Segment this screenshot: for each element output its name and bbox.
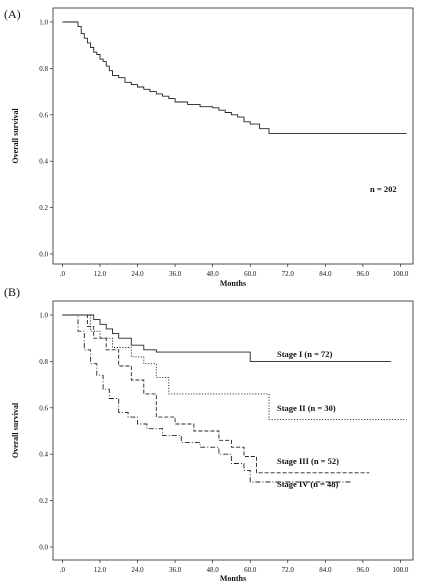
y-tick-label: 1.0 — [39, 312, 48, 320]
x-tick-label: 96.0 — [357, 270, 370, 278]
x-tick-label: .0 — [60, 270, 66, 278]
survival-curve — [62, 314, 370, 474]
y-tick-label: 0.6 — [39, 404, 48, 412]
x-tick-label: 12.0 — [94, 566, 107, 574]
y-tick-label: 0.2 — [39, 204, 48, 212]
x-tick-label: 72.0 — [282, 566, 295, 574]
series-label: Stage IV (n = 48) — [277, 479, 339, 489]
x-tick-label: 24.0 — [131, 566, 144, 574]
y-tick-label: 0.8 — [39, 358, 48, 366]
x-tick-label: 96.0 — [357, 566, 370, 574]
x-tick-label: 84.0 — [319, 566, 332, 574]
x-axis-label: Months — [220, 279, 246, 288]
panel-b: (B) 0.0 0.2 0.4 0.6 0.8 1.0 .0 12.0 24.0 36.0 48.0 6… — [4, 285, 414, 583]
y-tick-label: 1.0 — [39, 19, 48, 27]
series-label: Stage III (n = 52) — [277, 456, 339, 466]
y-axis-label: Overall survival — [11, 108, 20, 164]
panel-label: (A) — [4, 7, 21, 21]
x-tick-label: .0 — [60, 566, 66, 574]
x-tick-label: 108.0 — [393, 566, 409, 574]
x-tick-label: 108.0 — [393, 270, 409, 278]
survival-curve — [62, 314, 351, 483]
y-tick-label: 0.4 — [39, 158, 48, 166]
y-tick-label: 0.0 — [39, 251, 48, 259]
x-tick-label: 36.0 — [169, 270, 182, 278]
x-tick-label: 24.0 — [131, 270, 144, 278]
plot-frame — [52, 7, 414, 265]
series-label: Stage II (n = 30) — [277, 403, 336, 413]
x-tick-label: 12.0 — [94, 270, 107, 278]
panel-a: (A) 0.0 0.2 0.4 0.6 0.8 1.0 .0 12.0 24.0 36.0 48.0 6… — [4, 7, 414, 288]
survival-curve — [62, 21, 407, 134]
x-tick-label: 84.0 — [319, 270, 332, 278]
x-tick-label: 48.0 — [207, 270, 220, 278]
y-tick-label: 0.0 — [39, 544, 48, 552]
x-tick-label: 72.0 — [282, 270, 295, 278]
survival-curve — [62, 314, 392, 362]
x-tick-label: 48.0 — [207, 566, 220, 574]
x-tick-label: 60.0 — [244, 566, 257, 574]
y-axis-label: Overall survival — [11, 402, 20, 458]
x-tick-label: 60.0 — [244, 270, 257, 278]
sample-size-annotation: n = 202 — [370, 184, 397, 194]
plot-frame — [52, 300, 414, 561]
y-tick-label: 0.4 — [39, 451, 48, 459]
x-axis-label: Months — [220, 574, 246, 583]
panel-label: (B) — [4, 285, 20, 299]
series-label: Stage I (n = 72) — [277, 349, 333, 359]
survival-curve — [62, 314, 407, 420]
x-tick-label: 36.0 — [169, 566, 182, 574]
y-tick-label: 0.2 — [39, 497, 48, 505]
y-tick-label: 0.8 — [39, 65, 48, 73]
y-tick-label: 0.6 — [39, 111, 48, 119]
